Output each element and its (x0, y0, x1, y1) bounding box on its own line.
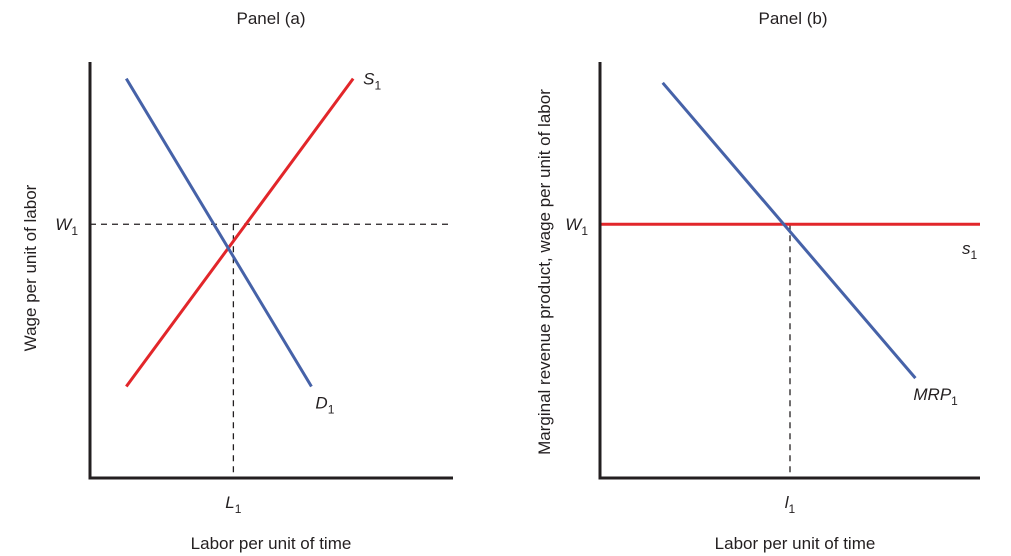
panel-b: Panel (b) Labor per unit of time Margina… (535, 9, 980, 553)
panel-b-y-axis-title: Marginal revenue product, wage per unit … (535, 89, 554, 455)
panel-b-mrp-label-main: MRP (913, 385, 951, 404)
panel-b-labor-tick-sub: 1 (789, 502, 796, 516)
panel-a: Panel (a) Labor per unit of time Wage pe… (21, 9, 453, 553)
panel-b-supply-label-sub: 1 (971, 248, 978, 262)
panel-a-y-axis-title: Wage per unit of labor (21, 184, 40, 351)
panel-a-supply-curve (125, 77, 355, 388)
panel-a-demand-label: D1 (315, 393, 334, 416)
panel-a-wage-tick-main: W (55, 215, 73, 234)
panel-b-supply-label-main: s (962, 239, 971, 258)
panel-a-labor-tick-label: L1 (225, 493, 241, 516)
panel-a-supply-label: S1 (363, 70, 381, 93)
panel-a-demand-label-sub: 1 (328, 402, 335, 416)
panel-a-wage-tick-sub: 1 (71, 224, 78, 238)
panel-a-supply-label-main: S (363, 70, 375, 89)
panel-b-labor-tick-main: l (785, 493, 790, 512)
panel-b-mrp-label: MRP1 (913, 385, 958, 408)
panel-a-x-axis-title: Labor per unit of time (191, 534, 352, 553)
panel-b-mrp-curve (661, 81, 917, 380)
panel-a-labor-tick-sub: 1 (235, 502, 242, 516)
panel-a-wage-tick-label: W1 (55, 215, 78, 238)
panel-a-title: Panel (a) (237, 9, 306, 28)
panel-b-wage-tick-sub: 1 (581, 224, 588, 238)
panel-b-supply-label: s1 (962, 239, 978, 262)
panel-a-labor-tick-main: L (225, 493, 234, 512)
panel-a-demand-curve (125, 77, 313, 388)
panel-b-mrp-label-sub: 1 (951, 394, 958, 408)
panel-b-wage-tick-label: W1 (565, 215, 588, 238)
panel-b-x-axis-title: Labor per unit of time (715, 534, 876, 553)
panel-a-supply-label-sub: 1 (375, 79, 382, 93)
panel-b-wage-tick-main: W (565, 215, 583, 234)
panel-a-axes (88, 62, 453, 480)
panel-a-demand-label-main: D (315, 393, 327, 412)
panel-b-title: Panel (b) (759, 9, 828, 28)
panel-b-axes (598, 62, 980, 480)
panel-b-labor-tick-label: l1 (785, 493, 796, 516)
